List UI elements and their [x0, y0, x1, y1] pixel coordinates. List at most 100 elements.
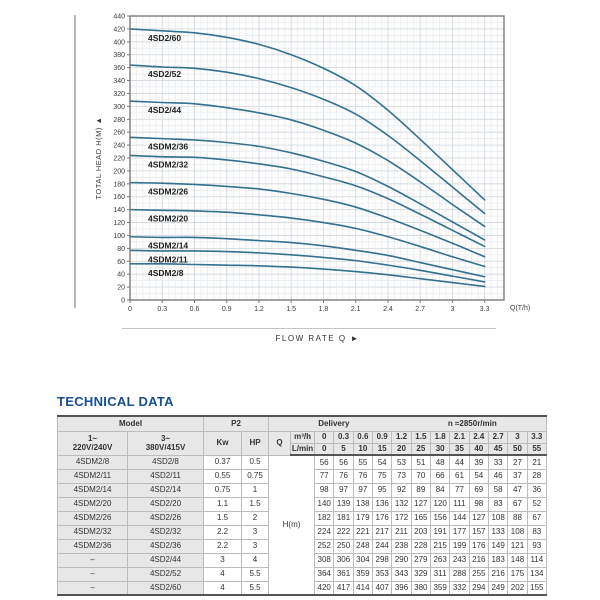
head-value: 53 [391, 454, 412, 470]
head-value: 215 [429, 538, 451, 554]
model-3phase: 4SD2/32 [126, 524, 205, 540]
y-tick-label: 380 [113, 52, 125, 59]
model-1phase: 4SDM2/32 [57, 524, 128, 540]
head-value: 108 [507, 524, 528, 540]
delivery-m3h-value: 0.9 [372, 430, 393, 444]
curve-4SDM2/8 [129, 263, 486, 288]
curve-label-4SD2/44: 4SD2/44 [148, 105, 181, 115]
kw-value: 0.55 [203, 468, 243, 484]
head-value: 179 [352, 510, 374, 526]
head-value: 121 [507, 538, 528, 554]
head-value: 290 [391, 552, 412, 568]
curve-label-4SDM2/20: 4SDM2/20 [148, 214, 188, 224]
delivery-lmin-value: 35 [449, 442, 470, 456]
head-value: 136 [372, 496, 393, 512]
head-value: 255 [468, 566, 489, 582]
curve-4SD2/60 [129, 28, 486, 201]
head-value: 77 [314, 468, 335, 484]
head-value: 98 [468, 496, 489, 512]
delivery-lmin-value: 50 [507, 442, 528, 456]
curve-label-4SD2/60: 4SD2/60 [148, 33, 181, 43]
head-value: 288 [449, 566, 470, 582]
header-phase3: 3~ 380V/415V [126, 430, 205, 456]
head-value: 202 [507, 580, 528, 596]
delivery-m3h-value: 1.2 [391, 430, 412, 444]
header-delivery-speed: Delivery n ≈2850r/min [268, 415, 547, 432]
y-tick-label: 180 [113, 181, 125, 188]
head-value: 76 [333, 468, 354, 484]
head-value: 216 [487, 566, 509, 582]
head-value: 67 [526, 510, 548, 526]
curve-label-4SDM2/26: 4SDM2/26 [148, 187, 188, 197]
head-value: 183 [487, 552, 509, 568]
y-tick-label: 420 [113, 26, 125, 33]
table-row: 4SDM2/32 4SD2/32 2.2 3 224 222 221 217 211 203 191… [57, 524, 548, 540]
y-tick-label: 280 [113, 117, 125, 124]
head-value: 108 [487, 510, 509, 526]
hp-value: 2 [241, 510, 270, 526]
model-1phase: 4SDM2/8 [57, 454, 128, 470]
head-value: 176 [468, 538, 489, 554]
head-value: 329 [410, 566, 432, 582]
y-tick-label: 100 [113, 233, 125, 240]
curve-4SDM2/11 [129, 249, 486, 283]
head-value: 127 [410, 496, 432, 512]
model-1phase: 4SDM2/14 [57, 482, 128, 498]
head-value: 93 [526, 538, 548, 554]
head-value: 228 [410, 538, 432, 554]
head-value: 120 [429, 496, 451, 512]
delivery-lmin-value: 5 [333, 442, 354, 456]
head-value: 114 [526, 552, 548, 568]
hp-value: 3 [241, 538, 270, 554]
head-value: 69 [468, 482, 489, 498]
head-value: 47 [507, 482, 528, 498]
model-3phase: 4SD2/26 [126, 510, 205, 526]
kw-value: 1.1 [203, 496, 243, 512]
curve-label-4SDM2/11: 4SDM2/11 [148, 254, 188, 264]
y-tick-label: 60 [117, 259, 125, 266]
head-value: 263 [429, 552, 451, 568]
delivery-m3h-value: 2.7 [487, 430, 509, 444]
y-tick-label: 340 [113, 78, 125, 85]
head-value: 252 [314, 538, 335, 554]
head-value: 308 [314, 552, 335, 568]
section-title: TECHNICAL DATA [57, 394, 174, 409]
delivery-lmin-value: 10 [352, 442, 374, 456]
head-value: 332 [449, 580, 470, 596]
head-value: 76 [352, 468, 374, 484]
head-value: 27 [507, 454, 528, 470]
head-value: 55 [352, 454, 374, 470]
hp-value: 0.75 [241, 468, 270, 484]
head-value: 33 [487, 454, 509, 470]
x-tick-label: 0.9 [222, 306, 232, 313]
delivery-lmin-value: 20 [391, 442, 412, 456]
delivery-lmin-value: 25 [410, 442, 432, 456]
head-value: 364 [314, 566, 335, 582]
curve-4SD2/52 [129, 64, 486, 215]
delivery-m3h-value: 2.1 [449, 430, 470, 444]
model-3phase: 4SD2/36 [126, 538, 205, 554]
curve-label-4SDM2/36: 4SDM2/36 [148, 141, 188, 151]
table-row: 4SDM2/36 4SD2/36 2.2 3 252 250 248 244 238 228 215… [57, 538, 548, 554]
delivery-lmin-value: 0 [314, 442, 335, 456]
pump-performance-chart: 4SD2/60 4SD2/52 4SD2/44 4SDM2/36 4SDM2/32 4SD… [94, 14, 530, 314]
head-value: 61 [449, 468, 470, 484]
head-value: 28 [526, 468, 548, 484]
x-tick-label: 0.3 [157, 306, 167, 313]
kw-value: 1.5 [203, 510, 243, 526]
head-value: 127 [468, 510, 489, 526]
head-value: 21 [526, 454, 548, 470]
head-value: 139 [333, 496, 354, 512]
model-3phase: 4SD2/52 [126, 566, 205, 582]
head-value: 250 [333, 538, 354, 554]
kw-value: 4 [203, 566, 243, 582]
head-value: 172 [391, 510, 412, 526]
hp-value: 1.5 [241, 496, 270, 512]
x-tick-label: 1.5 [286, 306, 296, 313]
header-hp: HP [241, 430, 270, 456]
header-kw: Kw [203, 430, 243, 456]
delivery-lmin-value: 30 [429, 442, 451, 456]
head-value: 37 [507, 468, 528, 484]
model-3phase: 4SD2/44 [126, 552, 205, 568]
head-value: 132 [391, 496, 412, 512]
